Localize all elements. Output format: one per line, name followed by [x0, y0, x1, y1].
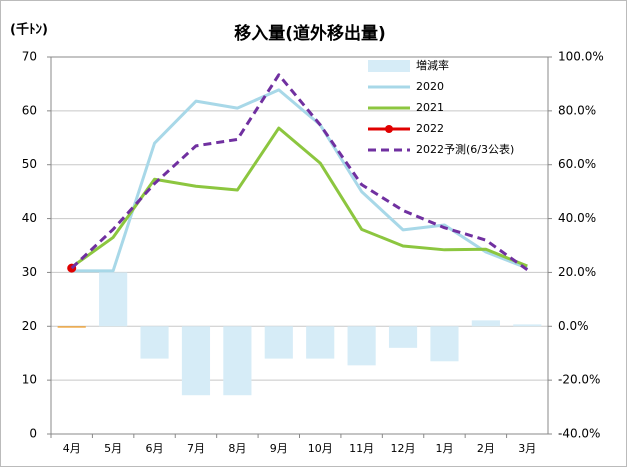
bar [347, 326, 376, 366]
y-tick-label: 40 [22, 211, 37, 225]
line-series [70, 126, 528, 269]
line-series [70, 73, 529, 271]
y-tick-label: 10 [22, 373, 37, 387]
y-tick-label: 0 [29, 427, 37, 441]
legend-label: 増減率 [416, 58, 449, 72]
x-tick-label: 12月 [391, 442, 416, 455]
y2-tick-label: 0.0% [558, 319, 589, 333]
x-tick-label: 1月 [435, 442, 453, 455]
y2-tick-label: 40.0% [558, 211, 596, 225]
bar [57, 326, 86, 328]
x-tick-label: 5月 [104, 442, 122, 455]
legend-label: 2020 [416, 80, 444, 93]
legend-marker [385, 125, 393, 133]
y-tick-label: 60 [22, 103, 37, 117]
legend-swatch [368, 60, 410, 72]
bar [471, 320, 500, 327]
bar [306, 326, 335, 359]
x-tick-label: 9月 [270, 442, 288, 455]
y-tick-label: 20 [22, 319, 37, 333]
line-series [71, 88, 528, 273]
x-tick-label: 8月 [228, 442, 246, 455]
bar [140, 326, 169, 359]
legend-label: 2022予測(6/3公表) [416, 142, 514, 156]
bar [223, 326, 252, 396]
x-tick-label: 4月 [63, 442, 81, 455]
y2-tick-label: 100.0% [558, 50, 604, 64]
legend-label: 2022 [416, 122, 444, 135]
bar [388, 326, 418, 348]
y2-tick-label: -40.0% [558, 427, 600, 441]
x-tick-label: 3月 [518, 442, 536, 455]
x-tick-label: 2月 [477, 442, 495, 455]
y2-tick-label: 80.0% [558, 103, 596, 117]
bar [181, 326, 211, 396]
y-tick-label: 30 [22, 265, 37, 279]
bar [513, 324, 542, 327]
bar [264, 326, 293, 359]
chart-title: 移入量(道外移出量) [234, 23, 386, 44]
x-tick-label: 7月 [187, 442, 205, 455]
legend-label: 2021 [416, 101, 444, 114]
y-tick-label: 50 [22, 157, 37, 171]
y2-tick-label: -20.0% [558, 373, 600, 387]
x-tick-label: 6月 [146, 442, 164, 455]
x-tick-label: 11月 [349, 442, 374, 455]
y2-tick-label: 60.0% [558, 157, 596, 171]
bar [99, 272, 128, 327]
y2-tick-label: 20.0% [558, 265, 596, 279]
y-tick-label: 70 [22, 50, 37, 64]
y-axis-label: (千ﾄﾝ) [10, 22, 48, 38]
x-tick-label: 10月 [308, 442, 333, 455]
bar [430, 326, 459, 362]
